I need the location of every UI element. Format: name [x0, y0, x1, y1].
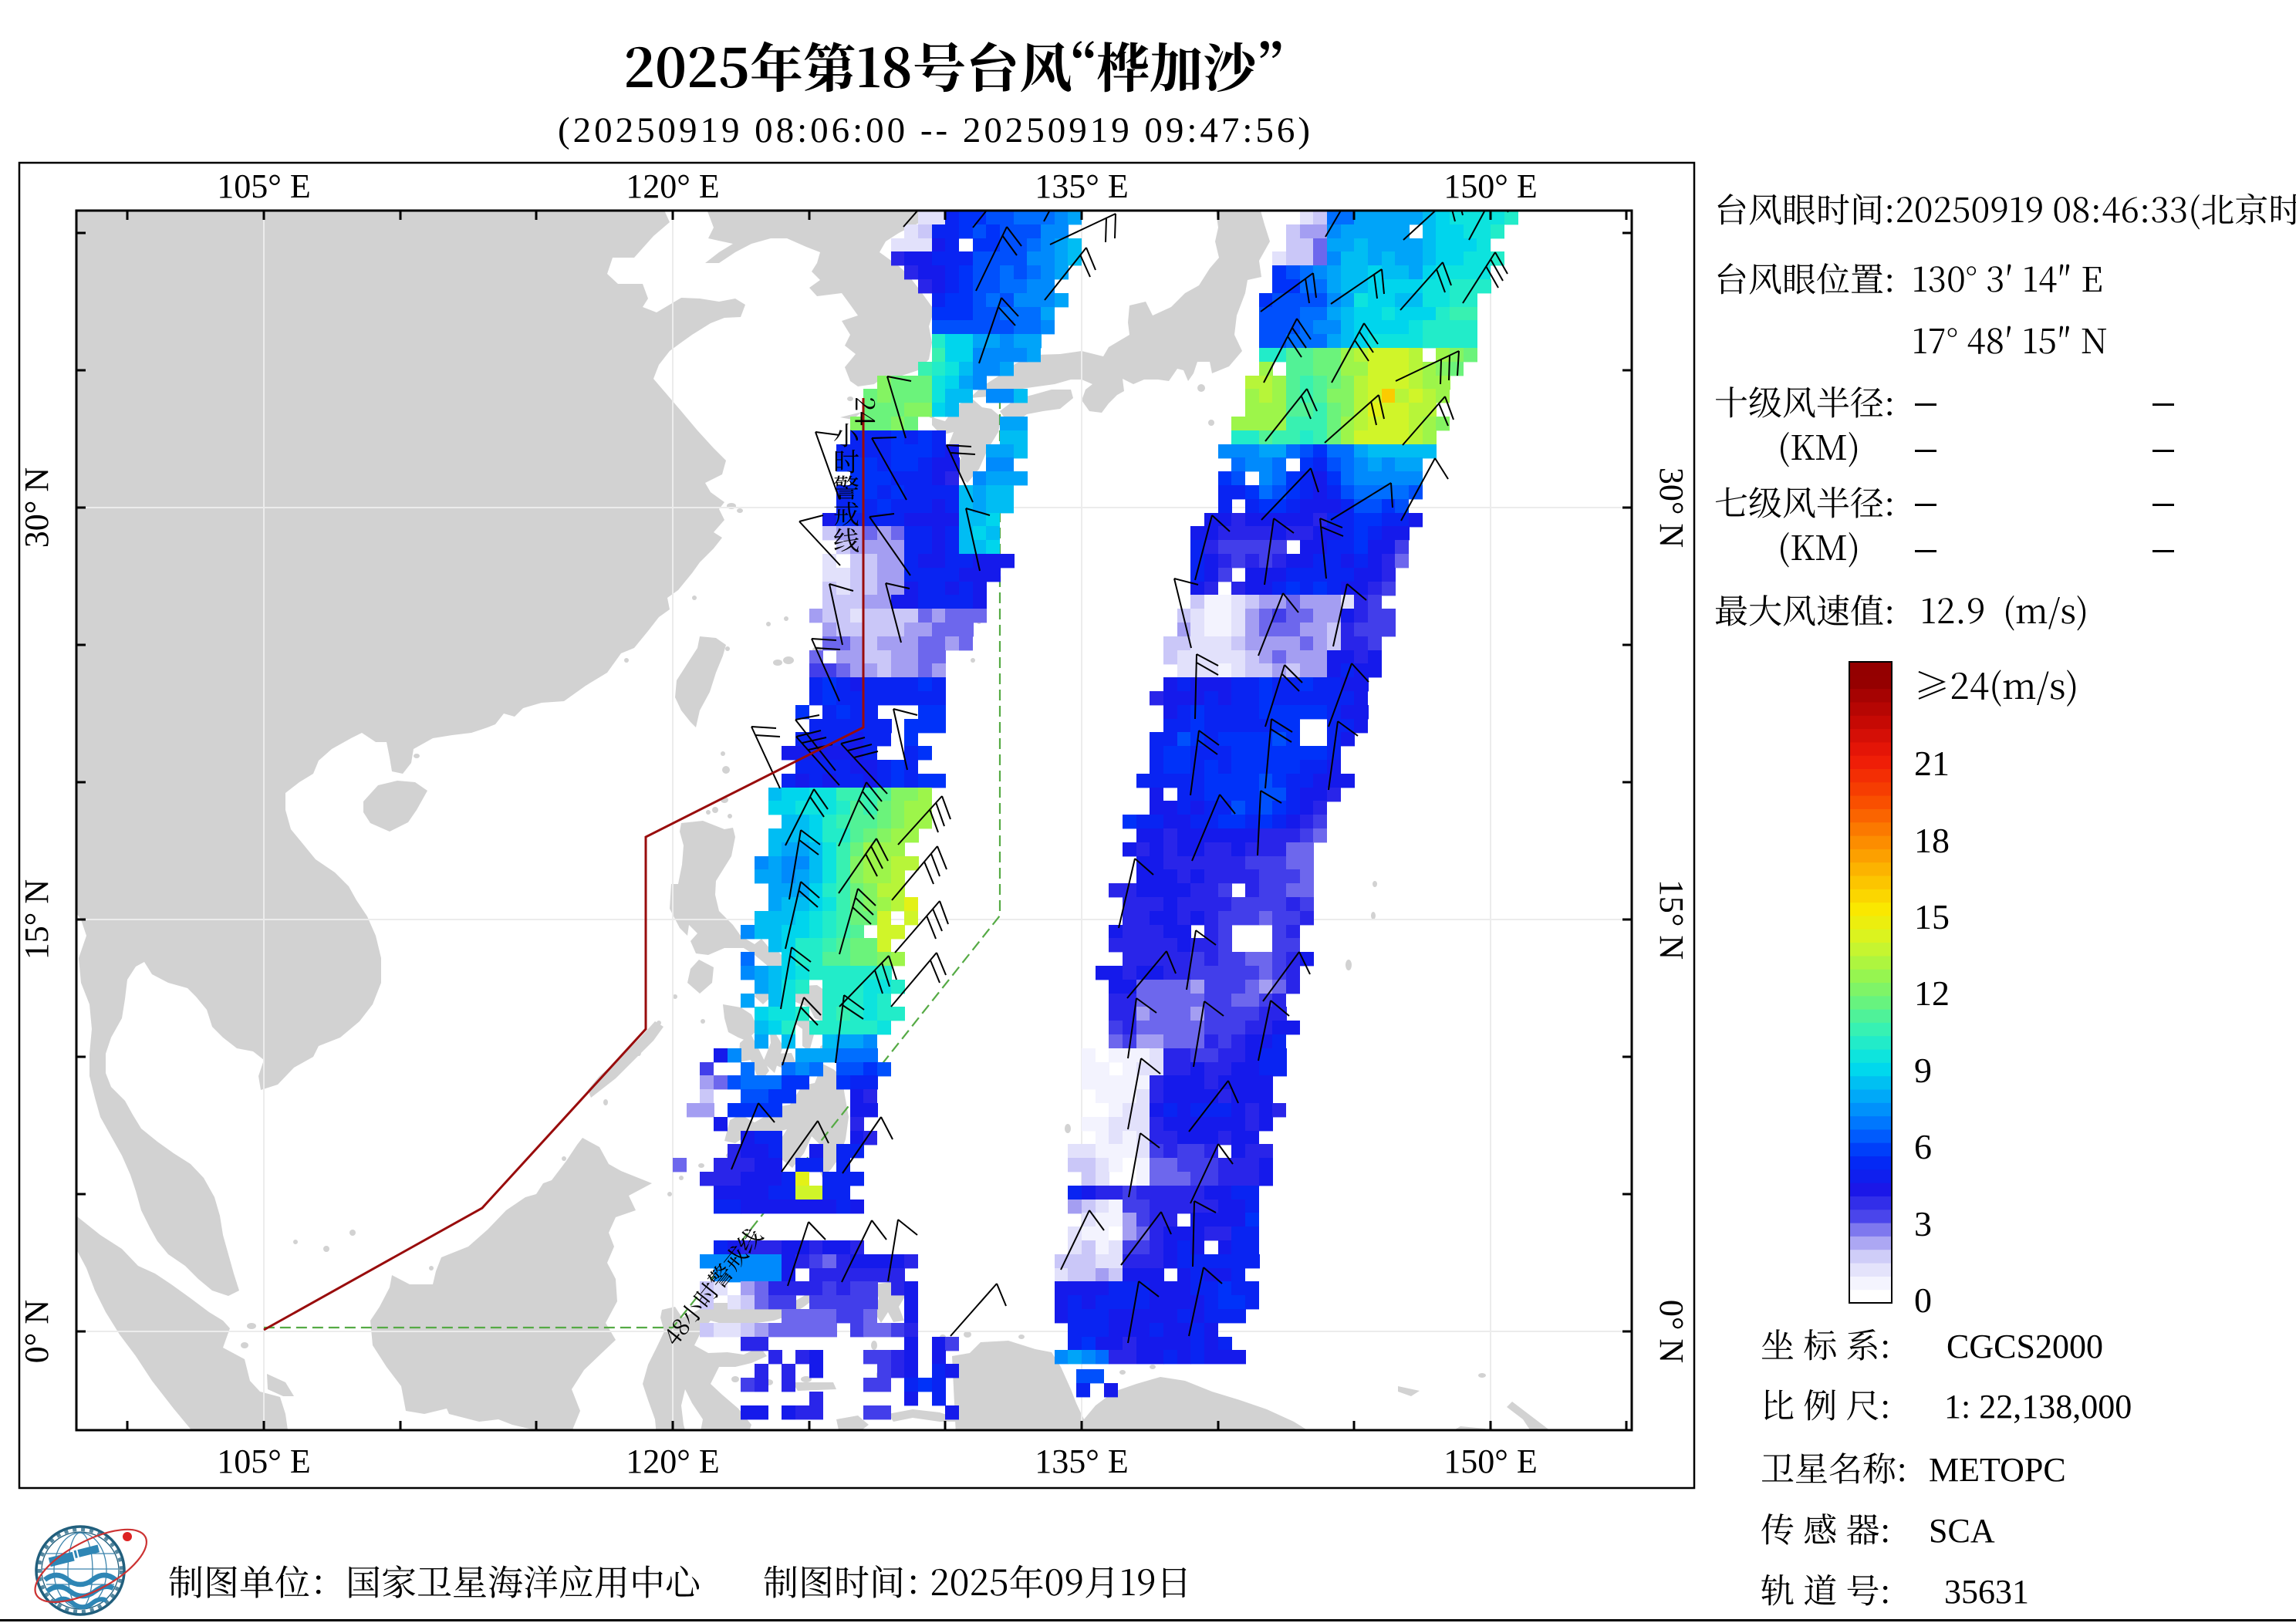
- svg-text:CGCS2000: CGCS2000: [1947, 1328, 2103, 1365]
- svg-text:105° E: 105° E: [217, 167, 310, 205]
- svg-text:21: 21: [1914, 744, 1950, 783]
- svg-text:15: 15: [1914, 897, 1950, 936]
- svg-text:15° N: 15° N: [18, 879, 56, 960]
- svg-text:12: 12: [1914, 973, 1950, 1013]
- svg-text:METOPC: METOPC: [1929, 1451, 2066, 1489]
- svg-text:120° E: 120° E: [626, 1442, 719, 1480]
- svg-text:35631: 35631: [1944, 1573, 2029, 1611]
- svg-text:150° E: 150° E: [1443, 1442, 1537, 1480]
- svg-text:0° N: 0° N: [18, 1300, 56, 1363]
- svg-text:135° E: 135° E: [1035, 1442, 1128, 1480]
- svg-text:120° E: 120° E: [626, 167, 719, 205]
- svg-text:0° N: 0° N: [1653, 1300, 1690, 1363]
- svg-text:30° N: 30° N: [18, 467, 56, 548]
- svg-text:15° N: 15° N: [1653, 879, 1690, 960]
- svg-text:30° N: 30° N: [1653, 467, 1690, 548]
- svg-text:3: 3: [1914, 1204, 1932, 1243]
- svg-text:135° E: 135° E: [1035, 167, 1128, 205]
- svg-text:1: 22,138,000: 1: 22,138,000: [1944, 1388, 2132, 1426]
- svg-text:9: 9: [1914, 1051, 1932, 1090]
- svg-text:SCA: SCA: [1929, 1512, 1995, 1550]
- svg-text:105° E: 105° E: [217, 1442, 310, 1480]
- svg-text:150° E: 150° E: [1443, 167, 1537, 205]
- svg-text:6: 6: [1914, 1127, 1932, 1166]
- svg-text:18: 18: [1914, 821, 1950, 860]
- svg-text:0: 0: [1914, 1281, 1932, 1320]
